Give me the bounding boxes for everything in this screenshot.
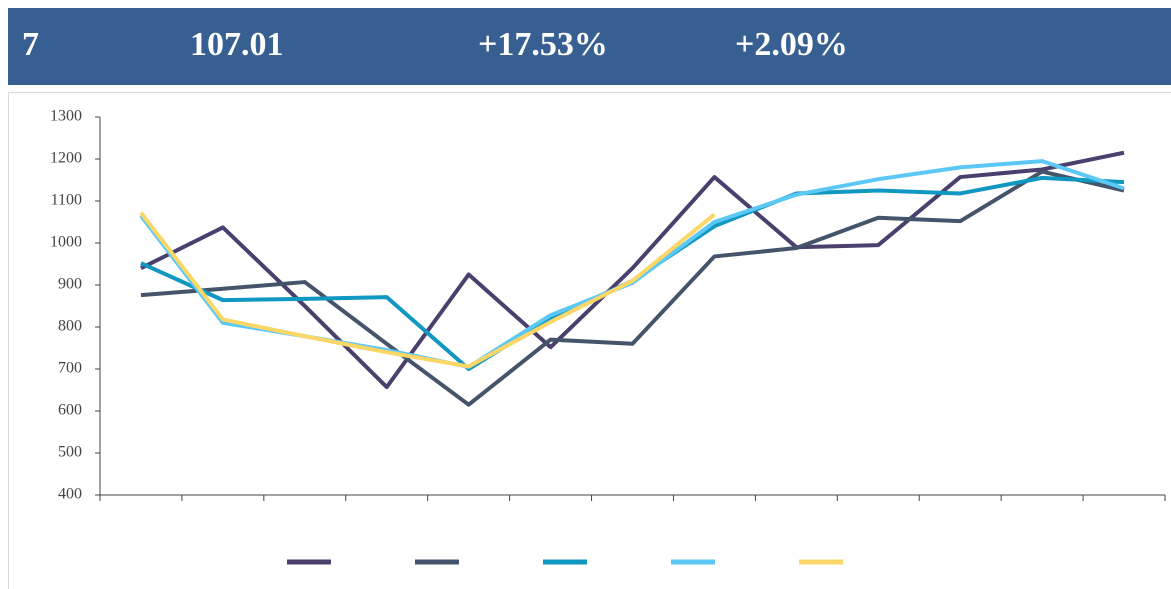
y-tick-label: 700 (58, 360, 82, 377)
header-cell: 7 (22, 26, 39, 63)
header-cell: +2.09% (735, 26, 848, 63)
chart-frame (8, 92, 1171, 589)
series-line (140, 169, 1125, 407)
y-tick-label: 1000 (50, 234, 82, 251)
series-line (140, 175, 1125, 371)
header-cell: 107.01 (190, 26, 284, 63)
header-bar: 7 107.01 +17.53% +2.09% (8, 8, 1171, 85)
y-tick-label: 600 (58, 402, 82, 419)
y-tick-label: 500 (58, 444, 82, 461)
series-line (140, 150, 1125, 390)
y-tick-label: 1200 (50, 150, 82, 167)
y-tick-label: 800 (58, 318, 82, 335)
y-tick-label: 900 (58, 276, 82, 293)
y-tick-label: 1100 (51, 192, 82, 209)
series-line (139, 211, 716, 369)
y-tick-label: 400 (58, 486, 82, 503)
header-cell: +17.53% (478, 26, 608, 63)
y-tick-label: 1300 (50, 108, 82, 125)
